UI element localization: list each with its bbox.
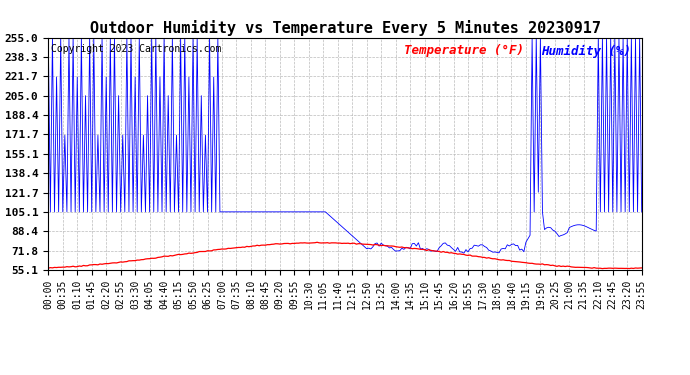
- Text: Humidity (%): Humidity (%): [541, 45, 631, 57]
- Title: Outdoor Humidity vs Temperature Every 5 Minutes 20230917: Outdoor Humidity vs Temperature Every 5 …: [90, 20, 600, 36]
- Text: Copyright 2023 Cartronics.com: Copyright 2023 Cartronics.com: [51, 45, 221, 54]
- Text: Temperature (°F): Temperature (°F): [404, 45, 524, 57]
